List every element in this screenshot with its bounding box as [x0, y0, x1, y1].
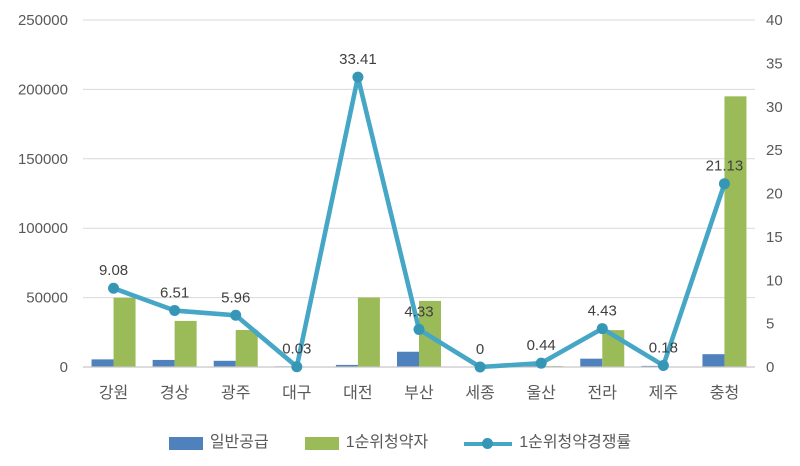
left-axis-tick-label: 100000 — [18, 220, 68, 237]
line-marker — [657, 359, 669, 371]
x-axis-label: 광주 — [221, 384, 250, 402]
x-axis-label: 부산 — [404, 384, 434, 402]
legend-label-general-supply: 일반공급 — [209, 434, 269, 451]
bar-general-supply — [335, 364, 358, 367]
line-marker — [413, 323, 425, 335]
data-label: 0.44 — [527, 337, 556, 354]
bar-first-rank-subscribers — [113, 297, 136, 367]
x-axis-label: 울산 — [526, 384, 556, 402]
bar-first-rank-subscribers — [174, 320, 197, 367]
right-axis-tick-label: 25 — [766, 142, 783, 159]
x-axis-label: 대전 — [343, 384, 372, 402]
line-marker — [169, 305, 181, 317]
x-axis-label: 강원 — [99, 384, 128, 402]
x-axis-label: 전라 — [588, 384, 618, 402]
x-axis-label: 충청 — [710, 384, 739, 402]
data-label: 4.43 — [588, 303, 617, 320]
right-axis-tick-label: 0 — [766, 359, 774, 376]
data-label: 0.03 — [282, 341, 311, 358]
bar-first-rank-subscribers — [724, 96, 747, 367]
general-supply-swatch-icon — [168, 436, 203, 450]
left-axis-tick-label: 0 — [60, 359, 68, 376]
data-label: 5.96 — [221, 289, 250, 306]
right-axis-tick-label: 20 — [766, 186, 783, 203]
line-marker — [291, 361, 303, 373]
left-axis-tick-label: 150000 — [18, 151, 68, 168]
x-axis-label: 경상 — [160, 384, 190, 402]
right-axis-tick-label: 35 — [766, 55, 783, 72]
left-axis-tick-label: 250000 — [18, 12, 68, 29]
bar-general-supply — [397, 351, 419, 367]
line-marker — [230, 309, 242, 321]
legend-item-competition-rate: 1순위청약경쟁률 — [464, 435, 631, 451]
left-axis-tick-label: 200000 — [18, 81, 68, 98]
data-label: 0.18 — [649, 339, 678, 356]
x-axis-label: 대구 — [282, 384, 311, 402]
bar-first-rank-subscribers — [357, 297, 380, 367]
right-axis-tick-label: 15 — [766, 229, 783, 246]
data-label: 9.08 — [99, 262, 128, 279]
left-axis-tick-label: 50000 — [26, 290, 68, 307]
legend-item-first-rank-subscribers: 1순위청약자 — [304, 434, 429, 451]
data-label: 6.51 — [160, 285, 189, 302]
bar-general-supply — [152, 359, 175, 367]
legend-label-competition-rate: 1순위청약경쟁률 — [519, 434, 632, 451]
competition-rate-line — [111, 74, 727, 370]
line-marker — [108, 282, 120, 294]
bar-general-supply — [91, 359, 114, 367]
bar-first-rank-subscribers — [235, 330, 258, 367]
x-axis-label: 세종 — [465, 384, 494, 402]
legend-label-first-rank-subscribers: 1순위청약자 — [345, 434, 429, 451]
competition-rate-line-swatch-icon — [464, 437, 513, 450]
x-axis-label: 제주 — [649, 384, 678, 402]
data-label: 4.33 — [404, 303, 433, 320]
data-label: 33.41 — [339, 51, 377, 68]
legend-item-general-supply: 일반공급 — [168, 434, 269, 451]
first-rank-subscribers-swatch-icon — [304, 436, 339, 450]
data-label: 0 — [476, 341, 484, 358]
right-axis-tick-label: 40 — [766, 12, 783, 29]
chart-legend: 일반공급 1순위청약자 1순위청약경쟁률 — [0, 431, 800, 455]
data-label: 21.13 — [706, 158, 744, 175]
line-marker — [474, 361, 486, 373]
line-marker — [352, 71, 364, 83]
right-axis-tick-label: 5 — [766, 316, 774, 333]
chart-plot-area: 0 50000 100000 150000 200000 250000 0 5 10 15 20 25… — [18, 12, 783, 402]
line-marker — [596, 323, 608, 335]
right-axis-tick-label: 10 — [766, 272, 783, 289]
bar-general-supply — [213, 360, 236, 367]
line-marker — [718, 178, 730, 190]
right-axis-tick-label: 30 — [766, 99, 783, 116]
bar-general-supply — [702, 354, 725, 367]
line-marker — [535, 357, 547, 369]
bar-general-supply — [580, 358, 603, 367]
